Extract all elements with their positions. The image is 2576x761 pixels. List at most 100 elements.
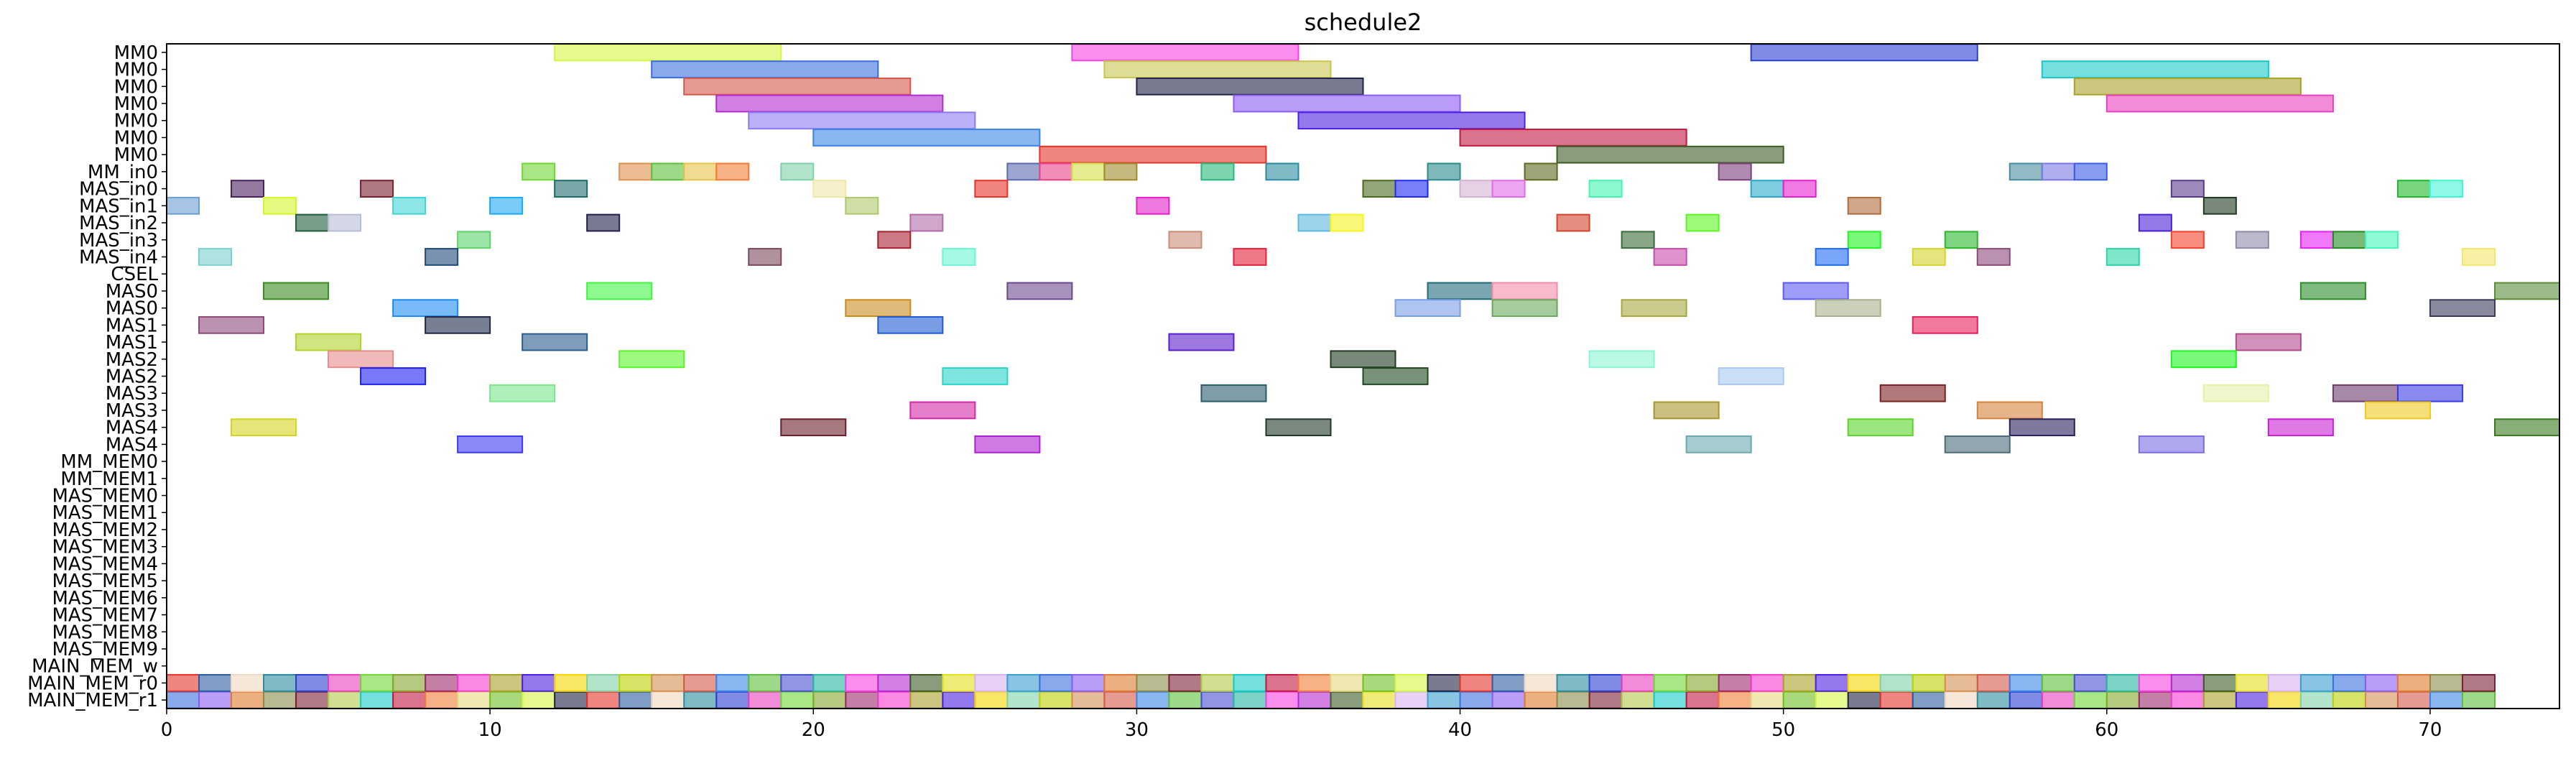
memory-cell — [199, 692, 231, 709]
task-bar — [716, 96, 942, 112]
memory-cell — [2398, 692, 2430, 709]
memory-cell — [490, 692, 522, 709]
task-bar — [2366, 402, 2430, 419]
memory-cell — [1881, 675, 1913, 691]
memory-cell — [1428, 692, 1460, 709]
memory-cell — [749, 692, 781, 709]
x-tick-label: 70 — [2418, 719, 2442, 741]
task-bar — [2398, 180, 2430, 197]
task-bar — [1848, 198, 1881, 214]
task-bar — [2010, 164, 2042, 180]
task-bar — [2269, 419, 2333, 435]
task-bar — [1913, 317, 1978, 333]
task-bar — [845, 300, 910, 316]
memory-cell — [1298, 675, 1330, 691]
memory-cell — [2236, 675, 2269, 691]
task-bar — [393, 198, 425, 214]
task-bar — [1330, 215, 1363, 231]
memory-cell — [1104, 692, 1136, 709]
task-bar — [1493, 300, 1557, 316]
memory-cell — [264, 675, 296, 691]
task-bar — [2075, 78, 2301, 95]
memory-cell — [1233, 692, 1266, 709]
task-bar — [1428, 283, 1493, 300]
memory-cell — [781, 675, 813, 691]
task-bar — [1330, 351, 1395, 367]
memory-cell — [361, 692, 393, 709]
memory-cell — [652, 675, 684, 691]
task-bar — [1978, 249, 2010, 265]
x-tick-label: 40 — [1448, 719, 1472, 741]
task-bar — [878, 317, 942, 333]
task-bar — [684, 78, 910, 95]
task-bar — [1136, 78, 1363, 95]
task-bar — [1751, 44, 1978, 60]
x-tick-label: 0 — [161, 719, 173, 741]
memory-cell — [2204, 692, 2236, 709]
memory-cell — [1719, 675, 1751, 691]
memory-cell — [1784, 675, 1816, 691]
task-bar — [1654, 402, 1719, 419]
memory-cell — [2139, 675, 2172, 691]
task-bar — [555, 180, 587, 197]
memory-cell — [845, 675, 878, 691]
task-bar — [1816, 249, 1848, 265]
memory-cell — [1557, 692, 1590, 709]
task-bar — [1136, 198, 1169, 214]
task-bar — [490, 198, 522, 214]
task-bar — [231, 419, 296, 435]
memory-cell — [296, 692, 328, 709]
task-bar — [425, 249, 458, 265]
task-bar — [942, 249, 975, 265]
task-bar — [2204, 385, 2269, 402]
x-tick-label: 30 — [1125, 719, 1149, 741]
memory-cell — [1945, 675, 1978, 691]
memory-cell — [1330, 692, 1363, 709]
memory-cell — [684, 675, 716, 691]
memory-cell — [1881, 692, 1913, 709]
task-bar — [1848, 419, 1913, 435]
memory-cell — [2075, 692, 2107, 709]
task-bar — [587, 215, 619, 231]
task-bar — [975, 180, 1007, 197]
memory-cell — [1039, 692, 1072, 709]
task-bar — [2333, 385, 2398, 402]
task-bar — [1622, 300, 1687, 316]
memory-cell — [490, 675, 522, 691]
memory-cell — [1330, 675, 1363, 691]
task-bar — [910, 215, 942, 231]
memory-cell — [1816, 675, 1848, 691]
task-bar — [1913, 249, 1945, 265]
task-bar — [2463, 249, 2495, 265]
task-bar — [1881, 385, 1945, 402]
task-bar — [1945, 231, 1978, 248]
memory-cell — [1687, 675, 1719, 691]
memory-cell — [2366, 675, 2398, 691]
task-bar — [264, 198, 296, 214]
memory-cell — [1751, 675, 1784, 691]
memory-cell — [1913, 692, 1945, 709]
memory-cell — [231, 675, 264, 691]
task-bar — [490, 385, 555, 402]
task-bar — [1266, 164, 1298, 180]
memory-cell — [878, 692, 910, 709]
task-bar — [1396, 180, 1428, 197]
memory-cell — [522, 692, 555, 709]
task-bar — [167, 198, 199, 214]
x-tick-label: 20 — [802, 719, 825, 741]
task-bar — [2398, 385, 2463, 402]
memory-cell — [1622, 692, 1654, 709]
memory-cell — [1719, 692, 1751, 709]
task-bar — [1525, 164, 1557, 180]
memory-cell — [1590, 675, 1622, 691]
task-bar — [878, 231, 910, 248]
task-bar — [458, 231, 490, 248]
memory-cell — [1460, 692, 1493, 709]
memory-cell — [264, 692, 296, 709]
task-bar — [2204, 198, 2236, 214]
task-bar — [2333, 231, 2366, 248]
memory-cell — [1169, 675, 1201, 691]
memory-cell — [1978, 692, 2010, 709]
task-bar — [1816, 300, 1881, 316]
memory-cell — [1104, 675, 1136, 691]
